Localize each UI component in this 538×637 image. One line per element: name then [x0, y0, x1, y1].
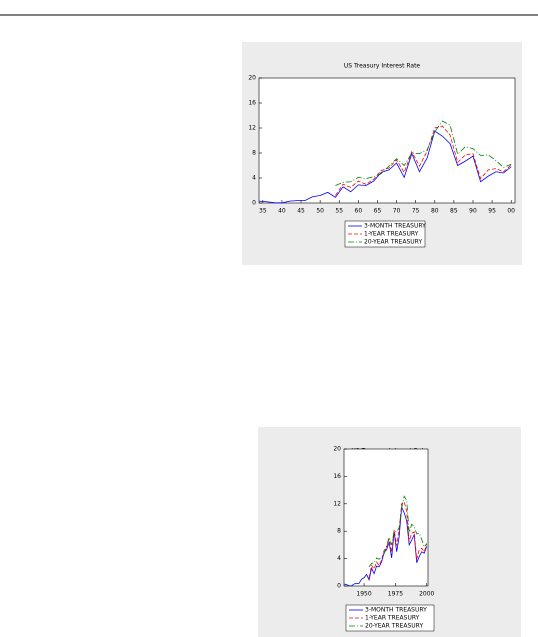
- x-tick-label: 50: [316, 208, 324, 215]
- series-line: [343, 505, 428, 587]
- x-tick-label: 1975: [388, 591, 403, 598]
- plot-area: [343, 448, 429, 587]
- series-line: [368, 501, 428, 578]
- x-tick-label: 75: [412, 208, 420, 215]
- y-tick-label: 4: [337, 555, 341, 562]
- y-tick-label: 0: [252, 200, 256, 207]
- y-tick-label: 20: [333, 446, 341, 453]
- legend-label: 3-MONTH TREASURY: [365, 607, 427, 614]
- y-tick-label: 0: [337, 583, 341, 590]
- x-tick-label: 45: [297, 208, 305, 215]
- legend-label: 20-YEAR TREASURY: [364, 239, 422, 246]
- x-tick-label: 00: [507, 208, 515, 215]
- chart-title: US Treasury Interest Rate: [344, 63, 421, 70]
- x-tick-label: 80: [431, 208, 439, 215]
- series-line: [368, 495, 428, 568]
- legend-label: 1-YEAR TREASURY: [365, 615, 420, 622]
- x-tick-label: 65: [374, 208, 382, 215]
- y-tick-label: 20: [248, 75, 256, 82]
- x-tick-label: 60: [355, 208, 363, 215]
- legend-box: [344, 220, 426, 248]
- series-line: [258, 130, 512, 204]
- y-tick-label: 16: [333, 473, 341, 480]
- x-tick-label: 35: [259, 208, 267, 215]
- x-tick-label: 70: [393, 208, 401, 215]
- x-tick-label: 1950: [356, 591, 371, 598]
- series-line: [335, 125, 512, 196]
- y-tick-label: 8: [337, 528, 341, 535]
- legend-label: 1-YEAR TREASURY: [364, 231, 419, 238]
- y-tick-label: 12: [248, 125, 256, 132]
- x-tick-label: 95: [488, 208, 496, 215]
- legend-label: 3-MONTH TREASURY: [364, 223, 426, 230]
- y-tick-label: 8: [252, 150, 256, 157]
- series-line: [335, 120, 512, 186]
- x-tick-label: 40: [278, 208, 286, 215]
- legend-label: 20-YEAR TREASURY: [365, 623, 423, 630]
- y-tick-label: 12: [333, 500, 341, 507]
- legend-box: [345, 604, 435, 632]
- x-tick-label: 90: [469, 208, 477, 215]
- y-tick-label: 16: [248, 100, 256, 107]
- x-tick-label: 55: [335, 208, 343, 215]
- y-tick-label: 4: [252, 175, 256, 182]
- x-tick-label: 2000: [419, 591, 434, 598]
- plot-area: [258, 77, 516, 204]
- x-tick-label: 85: [450, 208, 458, 215]
